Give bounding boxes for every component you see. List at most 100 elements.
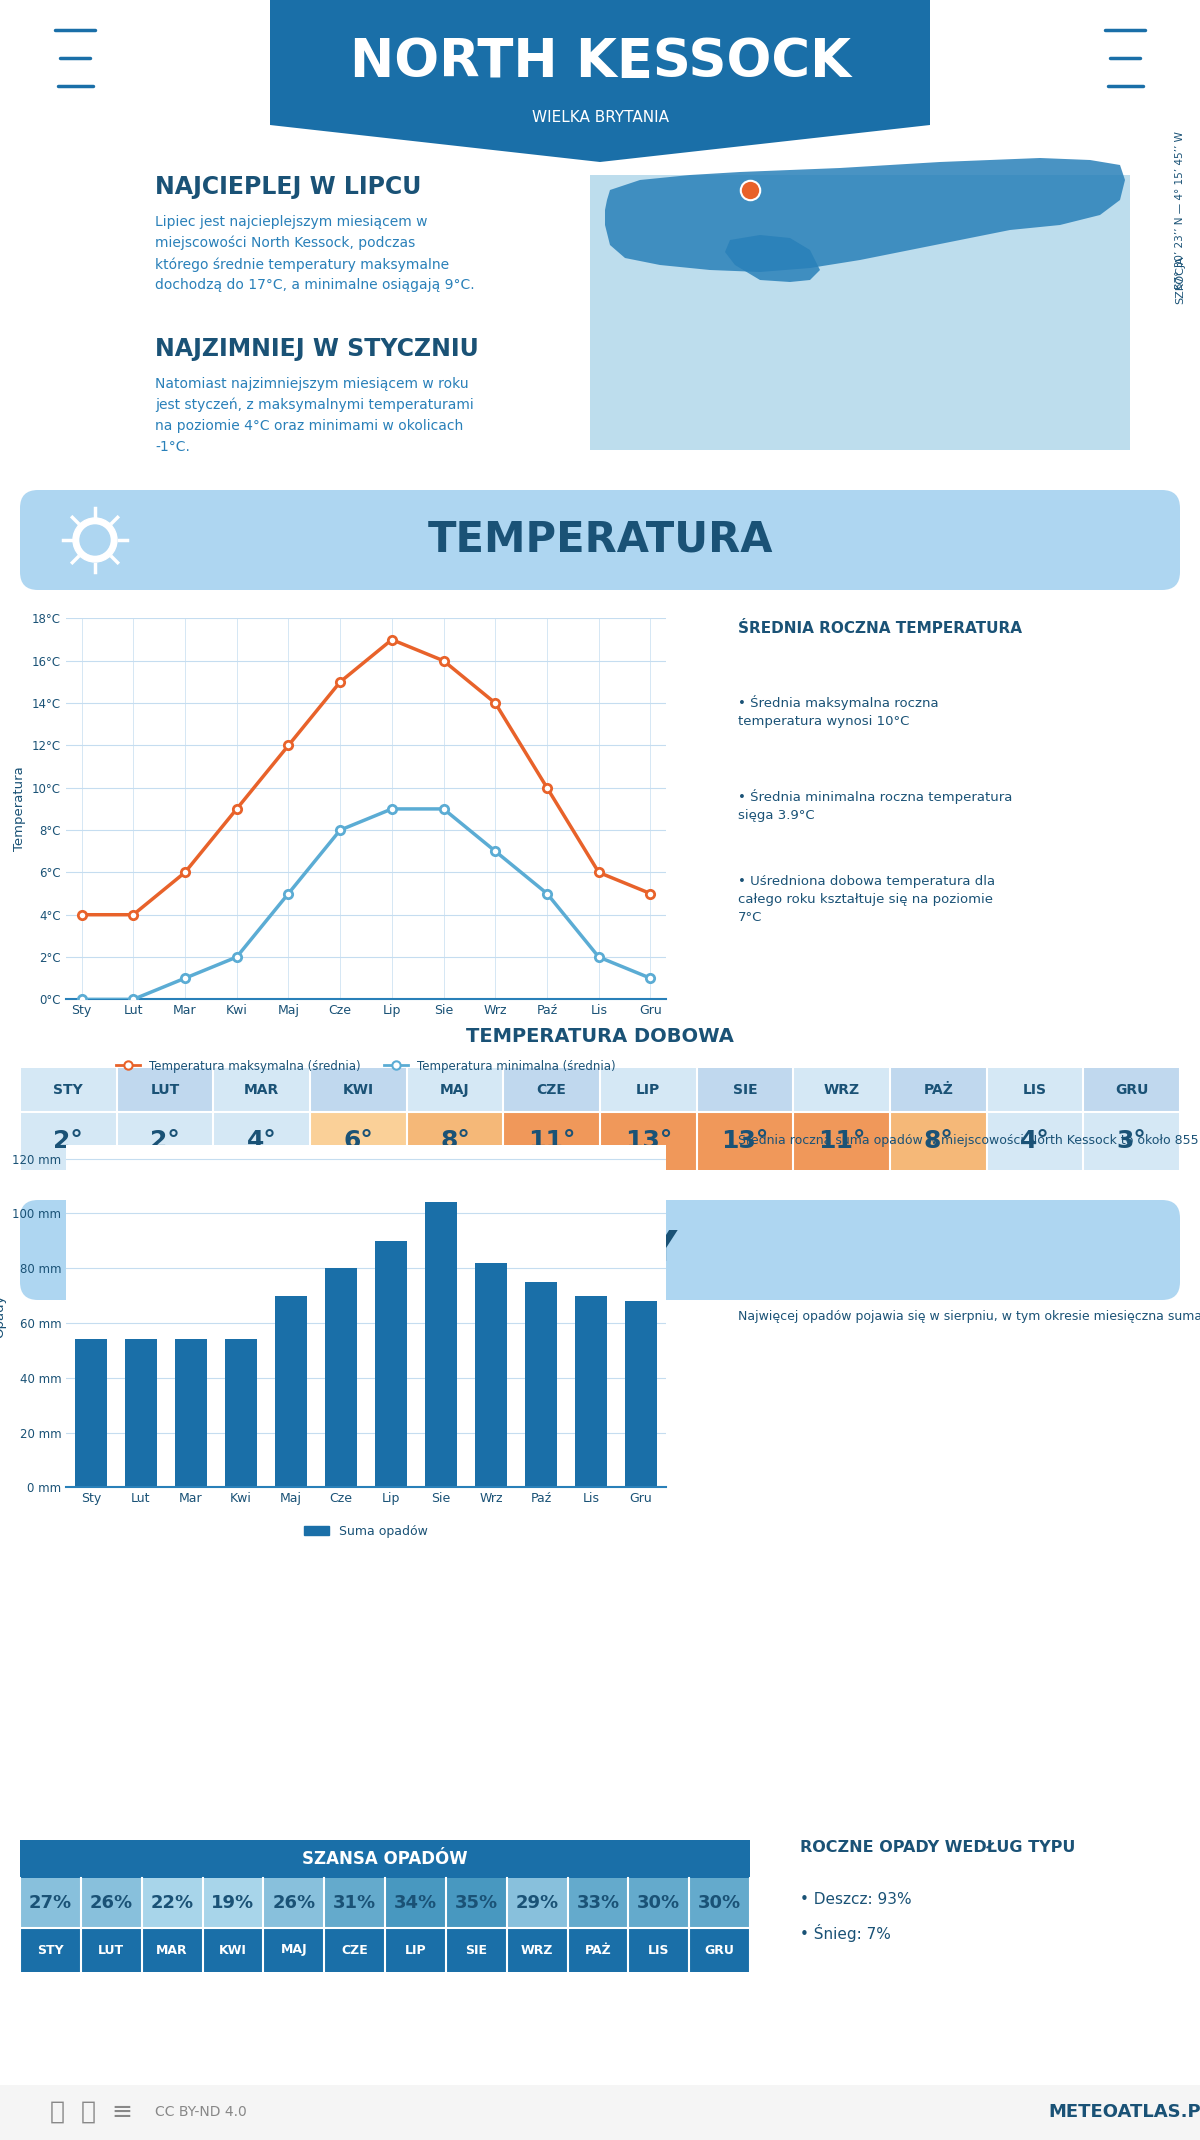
Bar (20, 1879, 80, 1928)
Text: SZANSA OPADÓW: SZANSA OPADÓW (302, 1849, 468, 1868)
Bar (689, 1879, 750, 1928)
Bar (385, 1879, 446, 1928)
Bar (324, 1928, 385, 1971)
Text: MAJ: MAJ (440, 1083, 470, 1098)
Text: 8°: 8° (440, 1130, 470, 1153)
Text: STY: STY (37, 1943, 64, 1956)
Bar (475, 1263, 508, 1487)
Bar (80, 1928, 142, 1971)
Bar (575, 1295, 607, 1487)
Text: PAŻ: PAŻ (923, 1083, 953, 1098)
Bar (407, 1113, 503, 1171)
Bar (0, 2084, 1200, 2140)
Bar (697, 1068, 793, 1113)
Bar (116, 1068, 214, 1113)
Bar (506, 1928, 568, 1971)
Legend: Temperatura maksymalna (średnia), Temperatura minimalna (średnia): Temperatura maksymalna (średnia), Temper… (112, 1055, 620, 1076)
Text: TEMPERATURA: TEMPERATURA (427, 520, 773, 561)
Bar (524, 1282, 557, 1487)
Bar (1084, 1113, 1180, 1171)
Text: 31%: 31% (334, 1894, 376, 1911)
Text: 13°: 13° (721, 1130, 769, 1153)
Text: ROCZNE OPADY WEDŁUG TYPU: ROCZNE OPADY WEDŁUG TYPU (800, 1840, 1075, 1855)
Text: WRZ: WRZ (823, 1083, 859, 1098)
Bar (890, 1113, 986, 1171)
Bar (446, 1879, 506, 1928)
Text: MAR: MAR (156, 1943, 188, 1956)
Text: Natomiast najzimniejszym miesiącem w roku
jest styczeń, z maksymalnymi temperatu: Natomiast najzimniejszym miesiącem w rok… (155, 377, 474, 454)
Text: LUT: LUT (98, 1943, 125, 1956)
Bar (590, 175, 1130, 449)
Bar (0, 0, 1200, 165)
Bar (625, 1301, 658, 1487)
Text: 26%: 26% (90, 1894, 133, 1911)
Bar (20, 1068, 116, 1113)
Bar (142, 1928, 203, 1971)
Text: LIP: LIP (636, 1083, 660, 1098)
Text: • Średnia maksymalna roczna
temperatura wynosi 10°C: • Średnia maksymalna roczna temperatura … (738, 696, 938, 728)
Circle shape (73, 1228, 118, 1271)
Text: 4°: 4° (247, 1130, 277, 1153)
Bar (793, 1068, 890, 1113)
Text: NAJCIEPLEJ W LIPCU: NAJCIEPLEJ W LIPCU (155, 175, 421, 199)
Text: KWI: KWI (218, 1943, 247, 1956)
Text: • Średnia minimalna roczna temperatura
sięga 3.9°C: • Średnia minimalna roczna temperatura s… (738, 790, 1013, 822)
Bar (689, 1928, 750, 1971)
Bar (568, 1928, 629, 1971)
Bar (600, 1068, 697, 1113)
Bar (697, 1113, 793, 1171)
Bar (600, 1113, 697, 1171)
Bar (214, 1068, 310, 1113)
Bar (506, 1879, 568, 1928)
Text: KWI: KWI (343, 1083, 374, 1098)
Text: 22%: 22% (150, 1894, 193, 1911)
Bar (203, 1879, 263, 1928)
Text: 8°: 8° (923, 1130, 953, 1153)
Bar (224, 1340, 257, 1487)
Polygon shape (725, 235, 820, 282)
FancyBboxPatch shape (20, 490, 1180, 591)
Circle shape (79, 1235, 112, 1267)
Text: MAR: MAR (244, 1083, 280, 1098)
Text: METEOATLAS.PL: METEOATLAS.PL (1048, 2104, 1200, 2121)
Bar (503, 1068, 600, 1113)
Bar (263, 1928, 324, 1971)
Bar (20, 1113, 116, 1171)
Text: 13°: 13° (625, 1130, 672, 1153)
Bar (310, 1113, 407, 1171)
Text: 57° 30’ 23’’ N — 4° 15’ 45’’ W: 57° 30’ 23’’ N — 4° 15’ 45’’ W (1175, 131, 1186, 289)
Bar (175, 1340, 208, 1487)
Text: 4°: 4° (1020, 1130, 1050, 1153)
Bar (446, 1928, 506, 1971)
Text: 6°: 6° (343, 1130, 373, 1153)
Bar (986, 1113, 1084, 1171)
Text: PAŻ: PAŻ (584, 1943, 611, 1956)
Text: NORTH KESSOCK: NORTH KESSOCK (349, 36, 851, 88)
Text: 34%: 34% (394, 1894, 437, 1911)
Text: 19%: 19% (211, 1894, 254, 1911)
Text: CZE: CZE (341, 1943, 368, 1956)
Text: LUT: LUT (150, 1083, 180, 1098)
Bar (890, 1068, 986, 1113)
Circle shape (80, 524, 110, 554)
Text: GRU: GRU (704, 1943, 734, 1956)
Bar (142, 1879, 203, 1928)
Text: Najwięcej opadów pojawia się w sierpniu, w tym okresie miesięczna suma opadów os: Najwięcej opadów pojawia się w sierpniu,… (738, 1310, 1200, 1323)
Bar (20, 1928, 80, 1971)
Text: WRZ: WRZ (521, 1943, 553, 1956)
Text: ⓒ  ⓘ  ≡: ⓒ ⓘ ≡ (50, 2099, 133, 2125)
Circle shape (73, 518, 118, 563)
Text: • Deszcz: 93%: • Deszcz: 93% (800, 1892, 912, 1907)
Text: 2°: 2° (53, 1130, 83, 1153)
Polygon shape (270, 0, 930, 163)
Polygon shape (605, 158, 1126, 272)
Y-axis label: Opady: Opady (0, 1295, 6, 1338)
Bar (385, 1928, 446, 1971)
Text: 30%: 30% (637, 1894, 680, 1911)
Text: 2°: 2° (150, 1130, 180, 1153)
Text: • Uśredniona dobowa temperatura dla
całego roku kształtuje się na poziomie
7°C: • Uśredniona dobowa temperatura dla całe… (738, 875, 995, 924)
Text: TEMPERATURA DOBOWA: TEMPERATURA DOBOWA (466, 1027, 734, 1046)
Bar (74, 1340, 107, 1487)
FancyBboxPatch shape (20, 1201, 1180, 1299)
Bar (568, 1879, 629, 1928)
